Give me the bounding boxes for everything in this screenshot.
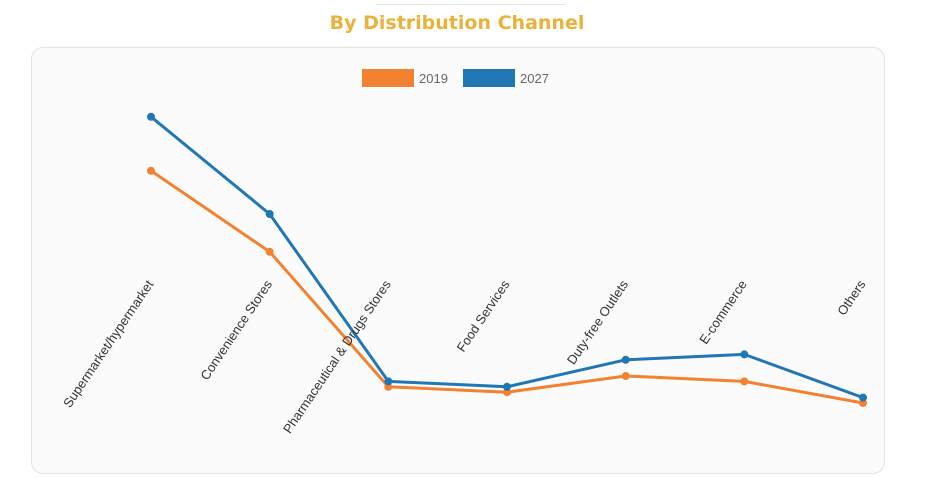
data-point[interactable] [859,393,867,402]
x-tick-label: Duty-free Outlets [564,277,632,367]
x-tick-label: Supermarket/hypermarket [60,277,157,410]
data-point[interactable] [265,247,274,256]
data-point[interactable] [740,350,749,359]
data-point[interactable] [384,377,393,386]
data-point[interactable] [740,377,749,386]
x-tick-label: E-commerce [696,277,750,346]
legend-swatch [463,69,515,87]
data-point[interactable] [503,382,511,391]
x-tick-label: Others [834,277,869,318]
series-layer [147,112,867,407]
x-tick-label: Food Services [454,277,513,355]
x-tick-label: Pharmaceutical & Drugs Stores [280,277,394,436]
data-point[interactable] [147,166,155,175]
data-point[interactable] [621,372,630,380]
legend-label: 2027 [520,71,549,86]
data-point[interactable] [147,112,155,121]
series-line-2027 [149,115,865,400]
legend-item-2027[interactable]: 2027 [463,69,549,87]
chart-card [31,47,885,474]
x-tick-label: Convenience Stores [197,277,275,383]
top-divider [376,4,566,5]
legend-item-2019[interactable]: 2019 [362,69,448,87]
legend-swatch [362,69,414,87]
legend-label: 2019 [419,71,448,86]
chart-legend: 2019 2027 [362,69,549,87]
data-point[interactable] [621,355,630,364]
data-point[interactable] [265,210,274,218]
series-2027 [147,112,867,402]
chart-title: By Distribution Channel [329,12,585,34]
